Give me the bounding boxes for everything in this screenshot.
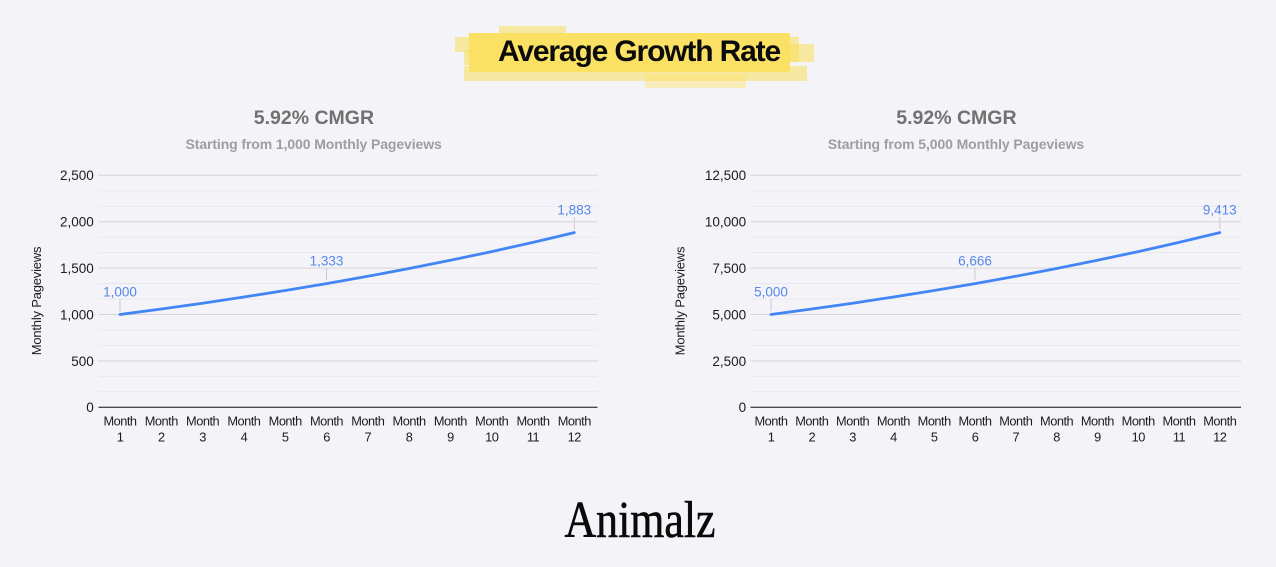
svg-text:Month: Month — [145, 414, 178, 429]
svg-text:5,000: 5,000 — [712, 307, 746, 322]
svg-text:9: 9 — [1094, 430, 1101, 445]
svg-text:7: 7 — [364, 430, 371, 445]
svg-text:8: 8 — [406, 430, 413, 445]
svg-text:500: 500 — [71, 354, 94, 369]
svg-text:Month: Month — [227, 414, 260, 429]
svg-text:Animalz: Animalz — [565, 492, 716, 549]
svg-text:Month: Month — [836, 414, 869, 429]
svg-text:Starting from 1,000 Monthly Pa: Starting from 1,000 Monthly Pageviews — [186, 136, 442, 152]
svg-text:1: 1 — [117, 430, 124, 445]
svg-text:1: 1 — [768, 430, 775, 445]
svg-text:Monthly Pageviews: Monthly Pageviews — [673, 246, 688, 355]
svg-text:9: 9 — [447, 430, 454, 445]
svg-text:10,000: 10,000 — [705, 215, 746, 230]
svg-text:7: 7 — [1012, 430, 1019, 445]
svg-text:4: 4 — [890, 430, 897, 445]
svg-text:Month: Month — [1081, 414, 1114, 429]
svg-text:6,666: 6,666 — [958, 253, 992, 268]
svg-text:Month: Month — [999, 414, 1032, 429]
svg-text:Month: Month — [1162, 414, 1195, 429]
svg-text:5.92% CMGR: 5.92% CMGR — [896, 107, 1016, 129]
svg-text:Month: Month — [754, 414, 787, 429]
svg-text:2: 2 — [158, 430, 165, 445]
svg-text:Month: Month — [103, 414, 136, 429]
svg-text:2: 2 — [808, 430, 815, 445]
svg-text:1,883: 1,883 — [557, 202, 591, 217]
svg-text:8: 8 — [1053, 430, 1060, 445]
svg-text:10: 10 — [1132, 430, 1146, 445]
svg-text:4: 4 — [241, 430, 248, 445]
svg-text:3: 3 — [199, 430, 206, 445]
svg-text:12: 12 — [568, 430, 582, 445]
svg-text:7,500: 7,500 — [712, 261, 746, 276]
svg-text:12: 12 — [1213, 430, 1227, 445]
svg-text:5: 5 — [282, 430, 289, 445]
svg-text:5: 5 — [931, 430, 938, 445]
svg-text:6: 6 — [972, 430, 979, 445]
svg-text:1,000: 1,000 — [60, 307, 94, 322]
svg-text:Month: Month — [1122, 414, 1155, 429]
svg-text:11: 11 — [527, 430, 540, 445]
svg-text:Month: Month — [434, 414, 467, 429]
svg-text:5,000: 5,000 — [754, 284, 788, 299]
svg-text:3: 3 — [849, 430, 856, 445]
svg-text:Month: Month — [877, 414, 910, 429]
svg-text:9,413: 9,413 — [1203, 202, 1237, 217]
svg-text:12,500: 12,500 — [705, 168, 746, 183]
svg-text:Month: Month — [795, 414, 828, 429]
svg-text:2,500: 2,500 — [712, 354, 746, 369]
svg-text:1,333: 1,333 — [310, 253, 344, 268]
svg-text:Month: Month — [269, 414, 302, 429]
svg-text:6: 6 — [323, 430, 330, 445]
svg-text:Month: Month — [186, 414, 219, 429]
svg-text:0: 0 — [86, 400, 94, 415]
svg-text:Month: Month — [310, 414, 343, 429]
svg-text:Month: Month — [1040, 414, 1073, 429]
svg-text:Month: Month — [1203, 414, 1236, 429]
svg-text:2,000: 2,000 — [60, 215, 94, 230]
svg-text:5.92% CMGR: 5.92% CMGR — [254, 107, 374, 129]
svg-text:Month: Month — [558, 414, 591, 429]
svg-text:1,000: 1,000 — [103, 284, 137, 299]
svg-text:0: 0 — [739, 400, 747, 415]
svg-text:11: 11 — [1173, 430, 1186, 445]
svg-text:Month: Month — [918, 414, 951, 429]
svg-text:2,500: 2,500 — [60, 168, 94, 183]
svg-text:Month: Month — [351, 414, 384, 429]
svg-text:Month: Month — [958, 414, 991, 429]
svg-text:Month: Month — [516, 414, 549, 429]
svg-text:Starting from 5,000 Monthly Pa: Starting from 5,000 Monthly Pageviews — [828, 136, 1084, 152]
svg-text:Month: Month — [475, 414, 508, 429]
svg-text:Monthly Pageviews: Monthly Pageviews — [29, 246, 44, 355]
svg-text:Month: Month — [393, 414, 426, 429]
svg-text:10: 10 — [485, 430, 499, 445]
svg-text:1,500: 1,500 — [60, 261, 94, 276]
